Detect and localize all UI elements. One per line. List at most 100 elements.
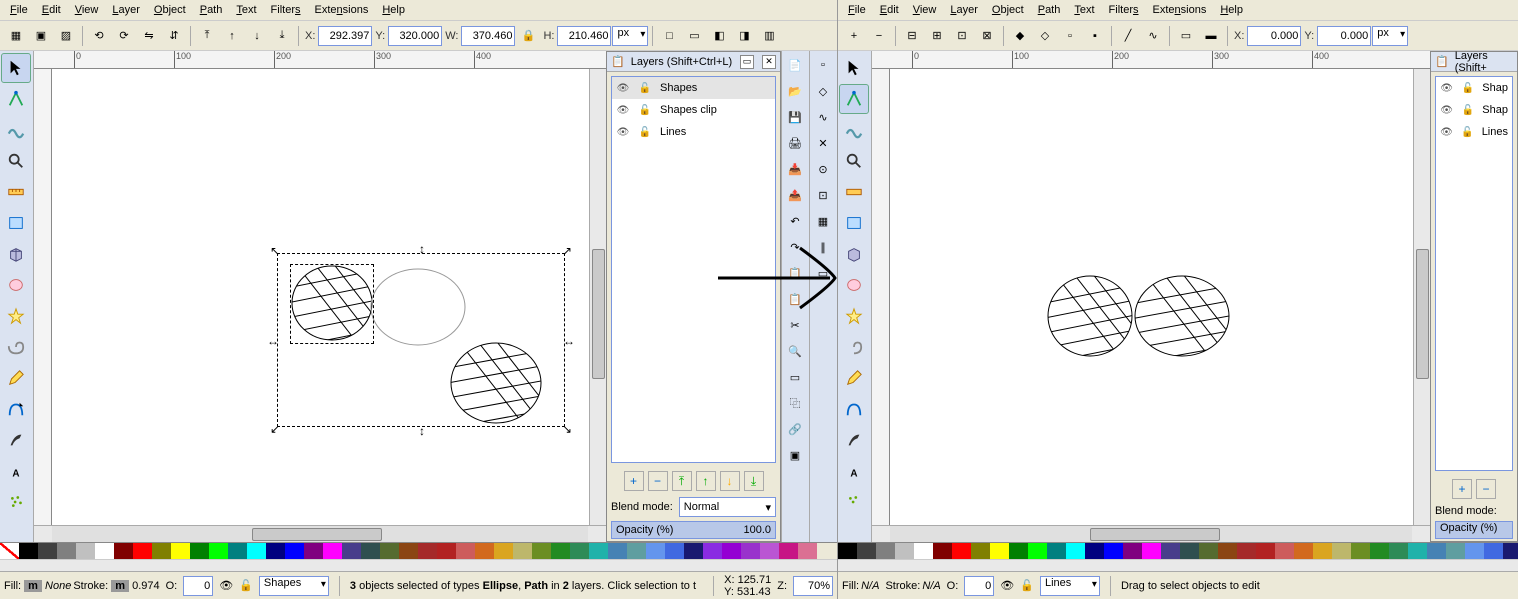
spiral-tool-icon[interactable] <box>839 332 869 362</box>
measure-tool-icon[interactable] <box>839 177 869 207</box>
layer-row[interactable]: 👁🔓Shapes <box>612 77 775 99</box>
lower-icon[interactable]: ↓ <box>245 24 269 48</box>
menu-object[interactable]: Object <box>986 2 1030 18</box>
color-swatch[interactable] <box>1332 543 1351 559</box>
menu-layer[interactable]: Layer <box>944 2 984 18</box>
layer-vis-icon[interactable]: 👁 <box>219 579 233 592</box>
box3d-tool-icon[interactable] <box>1 239 31 269</box>
color-swatch[interactable] <box>971 543 990 559</box>
opacity-slider[interactable]: Opacity (%)100.0 <box>611 521 776 539</box>
color-swatch[interactable] <box>494 543 513 559</box>
no-color-swatch[interactable] <box>0 543 19 559</box>
bezier-tool-icon[interactable] <box>839 394 869 424</box>
copy-icon[interactable]: 📋 <box>783 261 807 285</box>
layer-up-icon[interactable]: ↑ <box>696 471 716 491</box>
zoom-page-icon[interactable]: ▭ <box>783 365 807 389</box>
color-swatch[interactable] <box>1408 543 1427 559</box>
flip-v-icon[interactable]: ⇵ <box>162 24 186 48</box>
color-swatch[interactable] <box>1028 543 1047 559</box>
palette-scroll[interactable] <box>0 559 837 571</box>
color-swatch[interactable] <box>1180 543 1199 559</box>
flip-h-icon[interactable]: ⇋ <box>137 24 161 48</box>
rect-tool-icon[interactable] <box>839 208 869 238</box>
cut-icon[interactable]: ✂ <box>783 313 807 337</box>
raise-icon[interactable]: ↑ <box>220 24 244 48</box>
color-swatch[interactable] <box>513 543 532 559</box>
color-swatch[interactable] <box>1142 543 1161 559</box>
x-input[interactable] <box>1247 26 1301 46</box>
break-node-icon[interactable]: ⊟ <box>900 24 924 48</box>
color-swatch[interactable] <box>380 543 399 559</box>
menu-file[interactable]: File <box>4 2 34 18</box>
star-tool-icon[interactable] <box>1 301 31 331</box>
affect-pattern-icon[interactable]: ▥ <box>757 24 781 48</box>
snap-node-icon[interactable]: ◇ <box>811 79 835 103</box>
color-swatch[interactable] <box>646 543 665 559</box>
color-swatch[interactable] <box>741 543 760 559</box>
pencil-tool-icon[interactable] <box>1 363 31 393</box>
color-swatch[interactable] <box>779 543 798 559</box>
opacity-input[interactable] <box>183 576 213 596</box>
color-swatch[interactable] <box>1256 543 1275 559</box>
rotate-cw-icon[interactable]: ⟳ <box>112 24 136 48</box>
affect-gradient-icon[interactable]: ◨ <box>732 24 756 48</box>
canvas[interactable]: ↖↕↗ ↔↔ ↙↕↘ <box>52 69 606 525</box>
menu-extensions[interactable]: Extensions <box>309 2 375 18</box>
color-swatch[interactable] <box>1465 543 1484 559</box>
snap-guide-icon[interactable]: ∥ <box>811 235 835 259</box>
curve-segment-icon[interactable]: ∿ <box>1141 24 1165 48</box>
menu-object[interactable]: Object <box>148 2 192 18</box>
color-swatch[interactable] <box>95 543 114 559</box>
snap-bbox-icon[interactable]: ▫ <box>811 53 835 77</box>
color-swatch[interactable] <box>57 543 76 559</box>
color-swatch[interactable] <box>1275 543 1294 559</box>
color-swatch[interactable] <box>152 543 171 559</box>
raise-top-icon[interactable]: ⤒ <box>195 24 219 48</box>
snap-page-icon[interactable]: ▭ <box>811 261 835 285</box>
smooth-node-icon[interactable]: ◇ <box>1033 24 1057 48</box>
lower-bottom-icon[interactable]: ⤓ <box>270 24 294 48</box>
canvas[interactable] <box>890 69 1430 525</box>
color-swatch[interactable] <box>1484 543 1503 559</box>
color-swatch[interactable] <box>838 543 857 559</box>
eye-icon[interactable]: 👁 <box>616 105 630 116</box>
eye-icon[interactable]: 👁 <box>616 83 630 94</box>
layer-lock-icon[interactable]: 🔓 <box>1020 579 1034 592</box>
color-swatch[interactable] <box>190 543 209 559</box>
layer-row[interactable]: 👁🔓Shapes clip <box>612 99 775 121</box>
object-to-path-icon[interactable]: ▭ <box>1174 24 1198 48</box>
menu-text[interactable]: Text <box>230 2 262 18</box>
scrollbar-horizontal[interactable] <box>872 525 1430 542</box>
zoom-tool-icon[interactable] <box>1 146 31 176</box>
menu-help[interactable]: Help <box>376 2 411 18</box>
select-touch-icon[interactable]: ▨ <box>54 24 78 48</box>
opacity-input[interactable] <box>964 576 994 596</box>
color-swatch[interactable] <box>1503 543 1518 559</box>
open-icon[interactable]: 📂 <box>783 79 807 103</box>
cusp-node-icon[interactable]: ◆ <box>1008 24 1032 48</box>
color-swatch[interactable] <box>1389 543 1408 559</box>
calligraphy-tool-icon[interactable] <box>839 425 869 455</box>
redo-icon[interactable]: ↷ <box>783 235 807 259</box>
color-swatch[interactable] <box>1237 543 1256 559</box>
remove-layer-icon[interactable]: − <box>1476 479 1496 499</box>
menu-text[interactable]: Text <box>1068 2 1100 18</box>
y-input[interactable] <box>1317 26 1371 46</box>
color-swatch[interactable] <box>247 543 266 559</box>
lock-aspect-icon[interactable]: 🔒 <box>516 24 540 48</box>
color-swatch[interactable] <box>895 543 914 559</box>
unit-select[interactable]: px <box>612 26 648 46</box>
snap-center-icon[interactable]: ⊙ <box>811 157 835 181</box>
color-swatch[interactable] <box>760 543 779 559</box>
pencil-tool-icon[interactable] <box>839 363 869 393</box>
text-tool-icon[interactable]: A <box>839 456 869 486</box>
spray-tool-icon[interactable] <box>839 487 869 517</box>
zoom-input[interactable] <box>793 576 833 596</box>
box3d-tool-icon[interactable] <box>839 239 869 269</box>
spiral-tool-icon[interactable] <box>1 332 31 362</box>
join-node-icon[interactable]: ⊞ <box>925 24 949 48</box>
color-swatch[interactable] <box>228 543 247 559</box>
snap-midpoint-icon[interactable]: ⊡ <box>811 183 835 207</box>
color-swatch[interactable] <box>399 543 418 559</box>
duplicate-icon[interactable]: ⿻ <box>783 391 807 415</box>
